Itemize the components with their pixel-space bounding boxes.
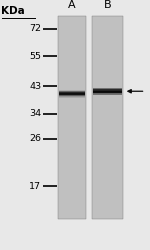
Bar [58, 90, 85, 91]
Bar [58, 94, 85, 95]
Bar [58, 91, 85, 92]
Text: A: A [68, 0, 75, 10]
Bar [93, 93, 122, 94]
Text: 55: 55 [29, 52, 41, 61]
Text: 43: 43 [29, 82, 41, 91]
Bar [58, 92, 85, 93]
Bar [58, 93, 85, 94]
Bar [93, 90, 122, 91]
Bar [93, 89, 122, 90]
Bar [93, 91, 122, 92]
Bar [93, 90, 122, 91]
Bar [58, 96, 85, 97]
Bar [92, 16, 123, 219]
Bar [93, 94, 122, 95]
Text: B: B [104, 0, 111, 10]
Bar [58, 91, 85, 92]
Text: 72: 72 [29, 24, 41, 33]
Bar [58, 94, 85, 95]
Bar [93, 88, 122, 89]
Bar [93, 94, 122, 95]
Bar [58, 95, 85, 96]
Bar [58, 90, 85, 91]
Text: KDa: KDa [2, 6, 25, 16]
Bar [58, 96, 85, 97]
Text: 26: 26 [29, 134, 41, 143]
Text: 17: 17 [29, 182, 41, 191]
Bar [93, 92, 122, 93]
Text: 34: 34 [29, 109, 41, 118]
Bar [58, 16, 86, 219]
Bar [58, 97, 85, 98]
Bar [93, 91, 122, 92]
Bar [58, 95, 85, 96]
